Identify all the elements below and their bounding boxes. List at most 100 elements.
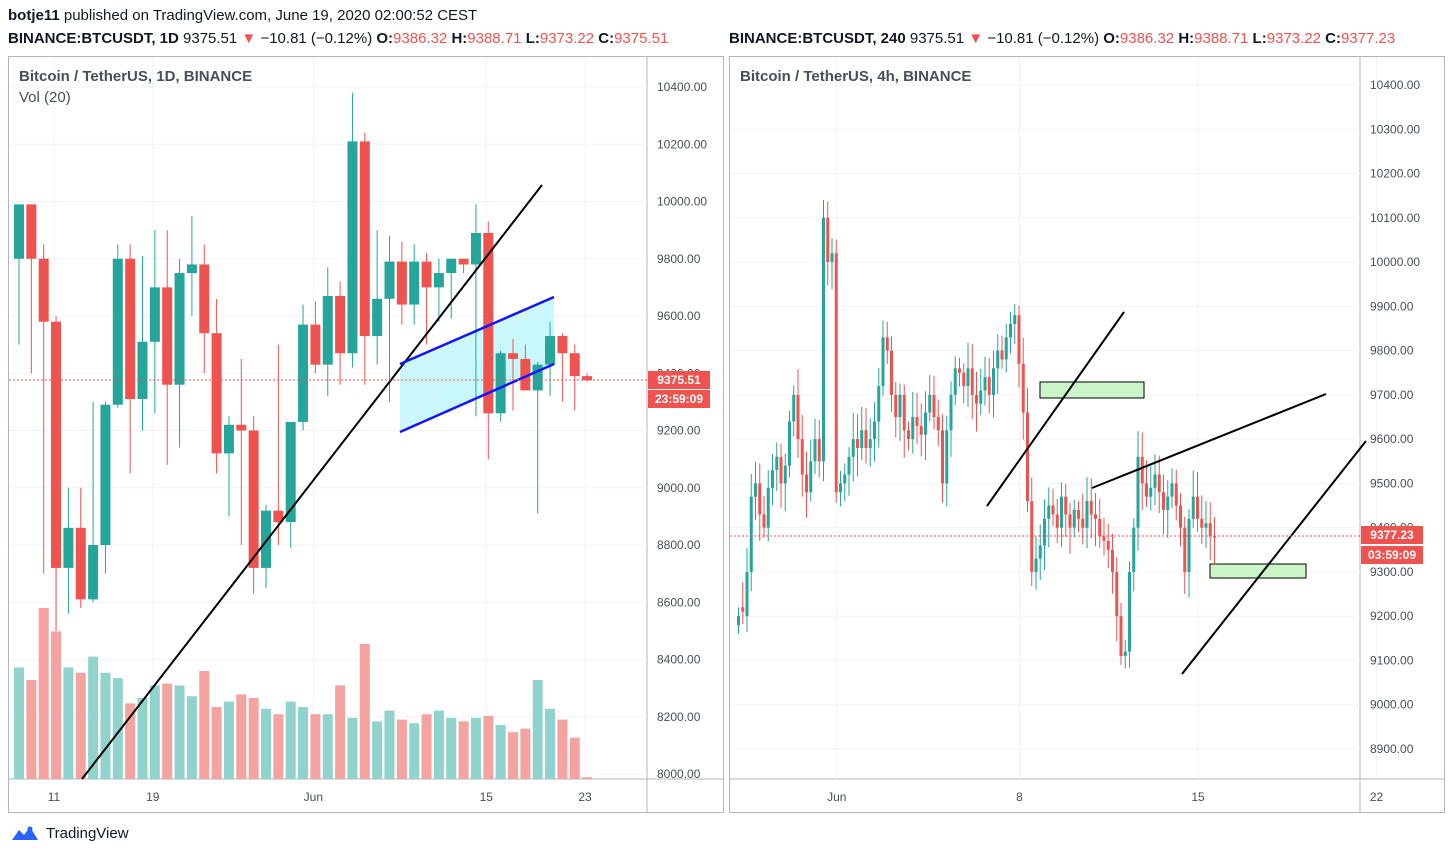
candle[interactable] xyxy=(843,474,847,484)
candle[interactable] xyxy=(864,430,868,448)
candle[interactable] xyxy=(987,377,991,395)
candle[interactable] xyxy=(1111,549,1114,572)
candle[interactable] xyxy=(520,358,531,391)
candle[interactable] xyxy=(162,287,173,385)
candle[interactable] xyxy=(915,417,919,426)
candle[interactable] xyxy=(372,298,383,337)
candle[interactable] xyxy=(1021,363,1025,413)
candle[interactable] xyxy=(1119,616,1123,657)
candle[interactable] xyxy=(928,394,932,413)
candle[interactable] xyxy=(1115,571,1119,617)
candle[interactable] xyxy=(1055,514,1059,528)
candle[interactable] xyxy=(174,273,185,385)
candle[interactable] xyxy=(1170,483,1174,497)
candle[interactable] xyxy=(749,496,753,572)
candle[interactable] xyxy=(1051,505,1055,515)
candle[interactable] xyxy=(26,204,37,259)
candle[interactable] xyxy=(38,258,49,322)
candle[interactable] xyxy=(762,514,766,528)
candle[interactable] xyxy=(1145,483,1148,497)
candle[interactable] xyxy=(758,483,762,515)
demand-zone-upper[interactable] xyxy=(1039,381,1145,399)
candle[interactable] xyxy=(1183,527,1187,572)
candle[interactable] xyxy=(1017,315,1021,364)
candle[interactable] xyxy=(1196,496,1199,519)
candle[interactable] xyxy=(919,425,923,435)
candle[interactable] xyxy=(495,353,506,414)
candle[interactable] xyxy=(868,439,872,448)
candle[interactable] xyxy=(508,353,518,359)
candle[interactable] xyxy=(877,386,881,422)
candle[interactable] xyxy=(298,324,309,422)
candle[interactable] xyxy=(1068,514,1072,528)
candle[interactable] xyxy=(384,261,395,299)
candle[interactable] xyxy=(992,368,995,395)
candle[interactable] xyxy=(236,424,247,431)
candle[interactable] xyxy=(1213,536,1216,538)
candle[interactable] xyxy=(545,336,556,365)
candle[interactable] xyxy=(1047,505,1051,519)
candle[interactable] xyxy=(911,417,915,440)
trendline-2[interactable] xyxy=(1091,393,1327,489)
candle[interactable] xyxy=(1030,501,1034,572)
candle[interactable] xyxy=(582,376,593,381)
candle[interactable] xyxy=(962,372,966,387)
candle[interactable] xyxy=(775,456,779,471)
candle[interactable] xyxy=(261,510,271,568)
candle[interactable] xyxy=(754,483,757,497)
candle[interactable] xyxy=(881,337,885,387)
candle[interactable] xyxy=(75,527,86,600)
candle[interactable] xyxy=(1166,496,1170,510)
candle[interactable] xyxy=(1000,350,1004,360)
candle[interactable] xyxy=(1140,456,1144,484)
candle[interactable] xyxy=(125,258,136,400)
candle[interactable] xyxy=(186,264,197,274)
candle[interactable] xyxy=(1060,496,1063,528)
ascending-trendline[interactable] xyxy=(81,184,543,780)
candle[interactable] xyxy=(100,404,111,545)
candle[interactable] xyxy=(569,353,580,377)
demand-zone-lower[interactable] xyxy=(1209,563,1307,579)
candle[interactable] xyxy=(1204,523,1208,528)
candle[interactable] xyxy=(1187,518,1191,572)
candle[interactable] xyxy=(945,430,949,484)
candle[interactable] xyxy=(310,324,321,365)
candle[interactable] xyxy=(223,424,234,454)
candle[interactable] xyxy=(817,439,821,462)
candle[interactable] xyxy=(783,465,787,484)
candle[interactable] xyxy=(1174,483,1178,506)
candle[interactable] xyxy=(894,394,898,417)
candle[interactable] xyxy=(483,232,494,414)
candle[interactable] xyxy=(211,333,222,454)
candle[interactable] xyxy=(1179,505,1182,528)
channel-lower-line[interactable] xyxy=(399,362,555,434)
candle[interactable] xyxy=(470,232,481,265)
candle[interactable] xyxy=(1013,315,1017,325)
candle[interactable] xyxy=(907,430,910,440)
candle[interactable] xyxy=(396,261,407,305)
candle[interactable] xyxy=(322,295,333,365)
candle[interactable] xyxy=(1085,501,1089,528)
candle[interactable] xyxy=(433,273,444,288)
candle[interactable] xyxy=(1081,518,1085,528)
candle[interactable] xyxy=(953,368,957,395)
candle[interactable] xyxy=(112,258,123,405)
channel-upper-line[interactable] xyxy=(399,295,555,366)
candle[interactable] xyxy=(14,204,24,259)
candle[interactable] xyxy=(1094,514,1097,519)
candle[interactable] xyxy=(149,287,160,342)
candle[interactable] xyxy=(446,258,457,274)
candle[interactable] xyxy=(975,394,978,404)
candle[interactable] xyxy=(792,394,796,422)
candle[interactable] xyxy=(970,368,974,395)
candle[interactable] xyxy=(199,264,210,334)
candle[interactable] xyxy=(1064,496,1068,515)
candle[interactable] xyxy=(805,474,808,493)
candle[interactable] xyxy=(273,510,284,523)
candle[interactable] xyxy=(902,394,906,431)
candle[interactable] xyxy=(532,364,543,391)
candle[interactable] xyxy=(958,368,961,373)
candle[interactable] xyxy=(1157,474,1161,493)
candle[interactable] xyxy=(834,253,838,493)
candle[interactable] xyxy=(1149,487,1153,497)
